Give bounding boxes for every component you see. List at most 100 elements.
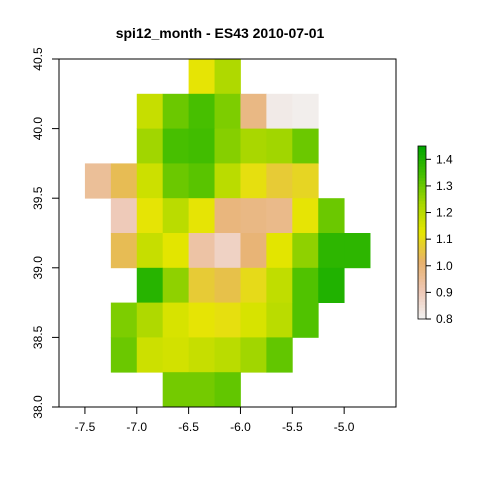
raster-cell — [162, 233, 190, 269]
colorbar-segment — [418, 252, 426, 256]
raster-cell — [188, 163, 215, 199]
y-tick-label: 39.5 — [31, 186, 45, 210]
raster-cell — [188, 302, 215, 338]
y-tick-label: 38.0 — [31, 395, 45, 419]
x-tick-label: -5.0 — [334, 420, 355, 434]
raster-cell — [214, 128, 241, 164]
y-tick-label: 39.0 — [31, 256, 45, 280]
colorbar-segment — [418, 269, 426, 274]
colorbar-segment — [418, 261, 426, 265]
raster-cell — [162, 372, 190, 408]
colorbar-segment — [418, 223, 426, 228]
raster-cells — [84, 59, 371, 408]
raster-cell — [188, 267, 215, 303]
colorbar-segment — [418, 166, 426, 170]
colorbar-segment — [418, 241, 426, 245]
raster-cell — [188, 128, 215, 164]
raster-cell — [162, 267, 190, 303]
colorbar-tick-label: 0.8 — [436, 312, 453, 326]
colorbar-segment — [418, 255, 426, 259]
raster-cell — [266, 93, 293, 129]
colorbar-tick-label: 1.1 — [436, 232, 453, 246]
colorbar-segment — [418, 244, 426, 248]
colorbar-segment — [418, 246, 426, 251]
colorbar-segment — [418, 186, 426, 190]
raster-cell — [292, 267, 319, 303]
colorbar-segment — [418, 218, 426, 222]
raster-cell — [318, 233, 345, 269]
chart-title: spi12_month - ES43 2010-07-01 — [116, 25, 325, 41]
raster-cell — [136, 267, 164, 303]
colorbar-segment — [418, 215, 426, 219]
colorbar-segment — [418, 301, 426, 305]
raster-cell — [266, 128, 293, 164]
colorbar-segment — [418, 298, 426, 303]
raster-cell — [162, 337, 190, 373]
colorbar-segment — [418, 151, 426, 156]
raster-cell — [214, 302, 241, 338]
raster-cell — [188, 372, 215, 408]
raster-cell — [240, 267, 267, 303]
colorbar-tick-label: 0.9 — [436, 285, 453, 299]
y-tick-label: 40.0 — [31, 117, 45, 141]
raster-cell — [110, 337, 138, 373]
colorbar-segment — [418, 287, 426, 291]
colorbar-segment — [418, 310, 426, 314]
raster-cell — [240, 337, 267, 373]
colorbar-segment — [418, 177, 426, 181]
colorbar-segment — [418, 183, 426, 187]
raster-cell — [266, 267, 293, 303]
raster-cell — [162, 198, 190, 234]
raster-cell — [110, 198, 138, 234]
raster-cell — [162, 163, 190, 199]
x-tick-label: -5.5 — [282, 420, 303, 434]
raster-cell — [136, 302, 164, 338]
colorbar-segment — [418, 307, 426, 311]
raster-cell — [292, 93, 319, 129]
raster-cell — [292, 128, 319, 164]
colorbar-segment — [418, 278, 426, 282]
raster-cell — [214, 198, 241, 234]
colorbar-segment — [418, 313, 426, 317]
colorbar-segment — [418, 275, 426, 280]
colorbar-segment — [418, 284, 426, 288]
raster-cell — [136, 233, 164, 269]
colorbar-segment — [418, 180, 426, 184]
colorbar-tick-label: 1.4 — [436, 152, 453, 166]
raster-cell — [84, 163, 112, 199]
raster-cell — [110, 163, 138, 199]
colorbar-tick-label: 1.2 — [436, 206, 453, 220]
colorbar-segment — [418, 146, 426, 150]
y-tick-label: 38.5 — [31, 325, 45, 349]
colorbar-segment — [418, 249, 426, 254]
colorbar-segment — [418, 195, 426, 199]
colorbar-segment — [418, 290, 426, 294]
raster-cell — [188, 233, 215, 269]
colorbar-segment — [418, 171, 426, 176]
colorbar-segment — [418, 272, 426, 277]
colorbar-segment — [418, 197, 426, 202]
raster-cell — [136, 198, 164, 234]
colorbar-segment — [418, 209, 426, 213]
raster-cell — [188, 93, 215, 129]
colorbar-segment — [418, 304, 426, 308]
colorbar-segment — [418, 203, 426, 207]
colorbar-tick-label: 1.0 — [436, 259, 453, 273]
raster-cell — [240, 302, 267, 338]
colorbar-segment — [418, 258, 426, 262]
raster-cell — [240, 93, 267, 129]
colorbar-segment — [418, 293, 426, 297]
raster-cell — [318, 267, 345, 303]
colorbar-segment — [418, 163, 426, 167]
x-tick-label: -7.5 — [75, 420, 96, 434]
colorbar-segment — [418, 226, 426, 231]
colorbar-segment — [418, 264, 426, 268]
raster-cell — [266, 163, 293, 199]
colorbar-segment — [418, 206, 426, 210]
raster-cell — [214, 267, 241, 303]
colorbar-segment — [418, 267, 426, 271]
colorbar-segment — [418, 238, 426, 242]
raster-cell — [110, 302, 138, 338]
